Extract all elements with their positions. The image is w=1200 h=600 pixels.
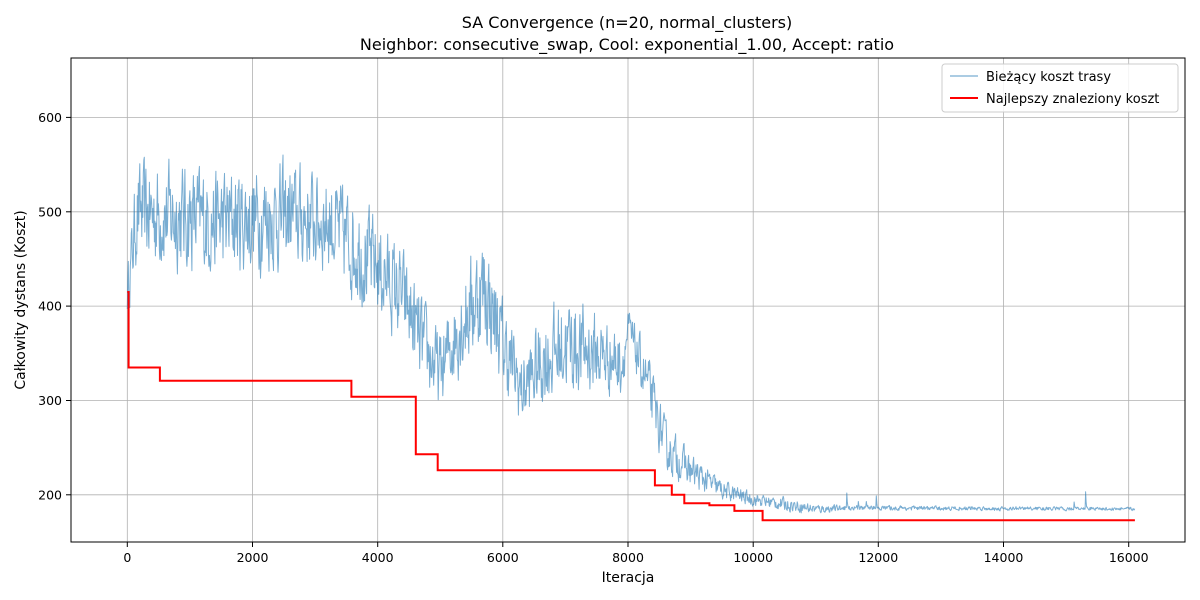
legend-label-best: Najlepszy znaleziony koszt [986, 92, 1159, 107]
x-tick-label: 14000 [984, 550, 1024, 565]
x-tick-label: 0 [123, 550, 131, 565]
y-tick-label: 200 [38, 487, 62, 502]
legend-label-current: Bieżący koszt trasy [986, 70, 1111, 85]
legend: Bieżący koszt trasy Najlepszy znaleziony… [941, 63, 1179, 113]
series-best-cost-line [127, 291, 1135, 522]
series-current-cost-line [126, 154, 1136, 514]
chart-subtitle: Neighbor: consecutive_swap, Cool: expone… [360, 35, 894, 55]
x-tick-label: 6000 [487, 550, 519, 565]
plot-series [126, 154, 1136, 522]
y-tick-label: 600 [38, 110, 62, 125]
x-tick-label: 12000 [858, 550, 898, 565]
x-tick-label: 8000 [612, 550, 644, 565]
axis-ticks: 0 2000 4000 6000 8000 10000 12000 14000 16000 200… [38, 110, 1148, 565]
x-tick-label: 2000 [237, 550, 269, 565]
grid-lines [71, 58, 1185, 542]
y-tick-label: 400 [38, 299, 62, 314]
y-axis-label: Całkowity dystans (Koszt) [13, 210, 29, 389]
x-tick-label: 4000 [362, 550, 394, 565]
chart-title: SA Convergence (n=20, normal_clusters) [462, 13, 792, 33]
legend-box [941, 63, 1179, 113]
y-tick-label: 300 [38, 393, 62, 408]
x-tick-label: 10000 [733, 550, 773, 565]
x-tick-label: 16000 [1109, 550, 1149, 565]
x-axis-label: Iteracja [602, 570, 655, 586]
y-tick-label: 500 [38, 204, 62, 219]
